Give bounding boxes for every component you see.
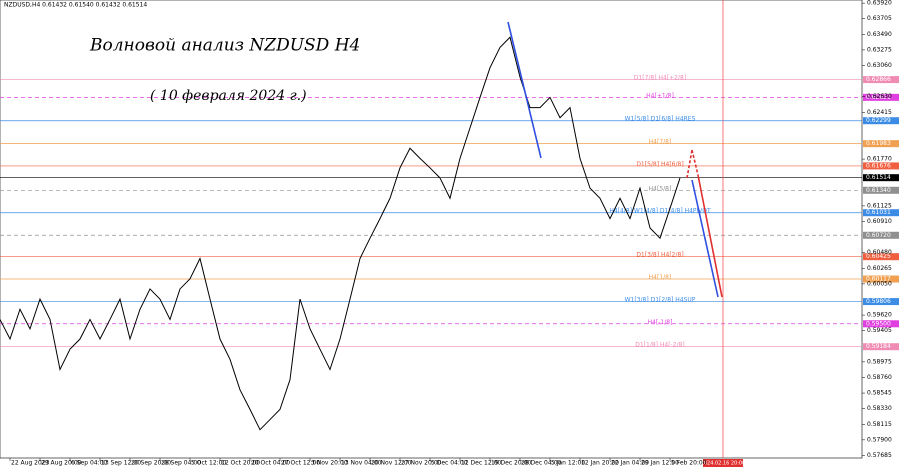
level-price: 0.61676 — [866, 162, 891, 169]
level-price: 0.59500 — [866, 320, 891, 327]
x-tick-label: 19 Dec 20:00 — [491, 460, 532, 467]
level-name: H4[+1/8] — [646, 92, 674, 99]
level-name: H4[5/8] — [649, 185, 672, 192]
x-tick-label: 5 Feb 20:00 — [671, 460, 707, 467]
y-tick-label: 0.58330 — [867, 405, 892, 412]
level-price-box — [863, 209, 899, 217]
level-price-box — [863, 174, 899, 182]
price-layer — [0, 36, 681, 431]
level-price-box — [863, 231, 899, 239]
x-tick-label: 5 Dec 04:00 — [431, 460, 468, 467]
y-tick-label: 0.57900 — [867, 436, 892, 443]
y-tick-label: 0.57685 — [867, 452, 892, 459]
forecast-arrow — [691, 149, 699, 176]
y-tick-label: 0.61125 — [867, 202, 892, 209]
price-line — [0, 36, 681, 431]
y-tick-label: 0.62630 — [867, 93, 892, 100]
x-tick-label: 5 Jan 12:00 — [551, 460, 585, 467]
x-tick-label: 13 Sep 12:00 — [101, 460, 141, 467]
x-tick-label: 12 Jan 20:00 — [581, 460, 619, 467]
level-name: H4[7/8] — [649, 139, 672, 146]
x-tick-label: 13 Nov 04:00 — [341, 460, 382, 467]
level-price: 0.61031 — [866, 209, 891, 216]
x-tick-label: 29 Jan 12:00 — [641, 460, 679, 467]
x-tick-label: 27 Oct 12:00 — [281, 460, 320, 467]
level-name: D1[5/8] H4[6/8] — [636, 161, 683, 168]
x-tick-label: 29 Aug 20:00 — [41, 460, 82, 467]
level-price: 0.60720 — [866, 232, 891, 239]
level-price-box — [863, 343, 899, 351]
level-name: W1[5/8] D1[6/8] H4RES — [625, 116, 696, 123]
level-name: W1[3/8] D1[2/8] H4SUP — [625, 297, 696, 304]
y-tick-label: 0.58975 — [867, 358, 892, 365]
level-price-box — [863, 320, 899, 328]
x-tick-label: 5 Oct 12:00 — [191, 460, 226, 467]
y-tick-label: 0.60480 — [867, 249, 892, 256]
y-tick-label: 0.61770 — [867, 156, 892, 163]
level-price-box — [863, 298, 899, 306]
x-tick-label: 12 Oct 20:00 — [221, 460, 260, 467]
level-name: H4[1/8] — [649, 274, 672, 281]
y-tick-label: 0.60050 — [867, 280, 892, 287]
level-price: 0.60117 — [866, 276, 891, 283]
forecast-box — [703, 459, 743, 467]
y-tick-label: 0.62415 — [867, 109, 892, 116]
chart-subtitle: ( 10 февраля 2024 г.) — [150, 88, 307, 104]
x-tick-label: 12 Dec 12:00 — [461, 460, 502, 467]
x-tick-label: 27 Nov 20:00 — [401, 460, 442, 467]
y-tick-label: 0.59620 — [867, 312, 892, 319]
y-tick-label: 0.60265 — [867, 265, 892, 272]
x-tick-label: 28 Dec 04:00 — [521, 460, 562, 467]
y-tick-label: 0.58545 — [867, 390, 892, 397]
y-tick-label: 0.59405 — [867, 327, 892, 334]
y-tick-label: 0.63920 — [867, 0, 892, 7]
level-price: 0.62621 — [866, 94, 891, 101]
level-price: 0.59184 — [866, 343, 891, 350]
y-tick-label: 0.60910 — [867, 218, 892, 225]
chart-title: Волновой анализ NZDUSD H4 — [89, 36, 360, 56]
level-price: 0.61514 — [866, 174, 891, 181]
level-price-box — [863, 275, 899, 283]
y-tick-label: 0.58760 — [867, 374, 892, 381]
level-price-box — [863, 186, 899, 194]
x-tick-label: 20 Nov 12:00 — [371, 460, 412, 467]
x-tick-label: 22 Aug 2023 — [11, 460, 50, 467]
level-price: 0.61983 — [866, 140, 891, 147]
y-tick-label: 0.58115 — [867, 421, 892, 428]
forecast-arrow — [697, 174, 723, 298]
y-tick-label: 0.63490 — [867, 31, 892, 38]
level-name: D1[7/8] H4[+2/8] — [634, 75, 686, 82]
forecast-arrow — [691, 179, 719, 298]
forecast-label: 2024.02.16 20:00 — [701, 461, 746, 467]
wave-arrow — [507, 21, 542, 159]
header: NZDUSD,H4 0.61432 0.61540 0.61432 0.6151… — [4, 2, 147, 9]
level-price: 0.59806 — [866, 298, 891, 305]
y-tick-label: 0.63705 — [867, 15, 892, 22]
plot-frame — [0, 0, 863, 459]
level-name: D1[3/8] H4[2/8] — [636, 252, 683, 259]
level-price-box — [863, 162, 899, 170]
levels: D1[7/8] H4[+2/8] 0.62866 H4[+1/8] 0.62621 W1… — [0, 75, 899, 351]
level-name: H4[-1/8] — [648, 319, 673, 326]
level-price-box — [863, 76, 899, 84]
x-tick-label: 28 Sep 04:00 — [161, 460, 201, 467]
level-price: 0.62866 — [866, 76, 891, 83]
level-price: 0.61340 — [866, 187, 891, 194]
y-tick-label: 0.63275 — [867, 46, 892, 53]
level-price-box — [863, 117, 899, 125]
y-tick-label: 0.63060 — [867, 62, 892, 69]
level-name: D1[1/8] H4[-2/8] — [635, 342, 685, 349]
x-tick-label: 20 Oct 04:00 — [251, 460, 290, 467]
x-tick-label: 3 Nov 20:00 — [311, 460, 348, 467]
x-tick-label: 20 Sep 20:00 — [131, 460, 171, 467]
x-tick-label: 22 Jan 04:00 — [611, 460, 649, 467]
level-price-box — [863, 93, 899, 101]
level-price: 0.62299 — [866, 117, 891, 124]
level-price: 0.60425 — [866, 253, 891, 260]
level-name: H4[4/8] W1[4/8] D1[4/8] H4PIVOT — [609, 208, 711, 215]
level-price-box — [863, 140, 899, 148]
x-tick-label: 6 Sep 04:00 — [71, 460, 107, 467]
level-price-box — [863, 253, 899, 261]
